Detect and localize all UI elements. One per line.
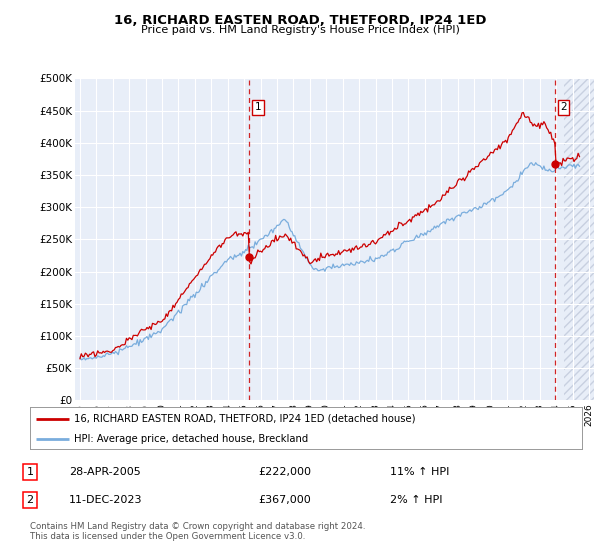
Text: HPI: Average price, detached house, Breckland: HPI: Average price, detached house, Brec… bbox=[74, 433, 308, 444]
Text: 2: 2 bbox=[560, 102, 567, 113]
Text: £222,000: £222,000 bbox=[258, 466, 311, 477]
Text: 1: 1 bbox=[254, 102, 261, 113]
Text: 11-DEC-2023: 11-DEC-2023 bbox=[69, 495, 143, 505]
Text: Contains HM Land Registry data © Crown copyright and database right 2024.
This d: Contains HM Land Registry data © Crown c… bbox=[30, 522, 365, 542]
Text: 28-APR-2005: 28-APR-2005 bbox=[69, 466, 141, 477]
Text: 2: 2 bbox=[26, 495, 34, 505]
Text: £367,000: £367,000 bbox=[258, 495, 311, 505]
Text: 16, RICHARD EASTEN ROAD, THETFORD, IP24 1ED: 16, RICHARD EASTEN ROAD, THETFORD, IP24 … bbox=[114, 14, 486, 27]
Bar bbox=[565, 78, 594, 400]
Text: 11% ↑ HPI: 11% ↑ HPI bbox=[390, 466, 449, 477]
Text: 1: 1 bbox=[26, 466, 34, 477]
Text: 16, RICHARD EASTEN ROAD, THETFORD, IP24 1ED (detached house): 16, RICHARD EASTEN ROAD, THETFORD, IP24 … bbox=[74, 414, 416, 424]
Text: Price paid vs. HM Land Registry's House Price Index (HPI): Price paid vs. HM Land Registry's House … bbox=[140, 25, 460, 35]
Text: 2% ↑ HPI: 2% ↑ HPI bbox=[390, 495, 443, 505]
